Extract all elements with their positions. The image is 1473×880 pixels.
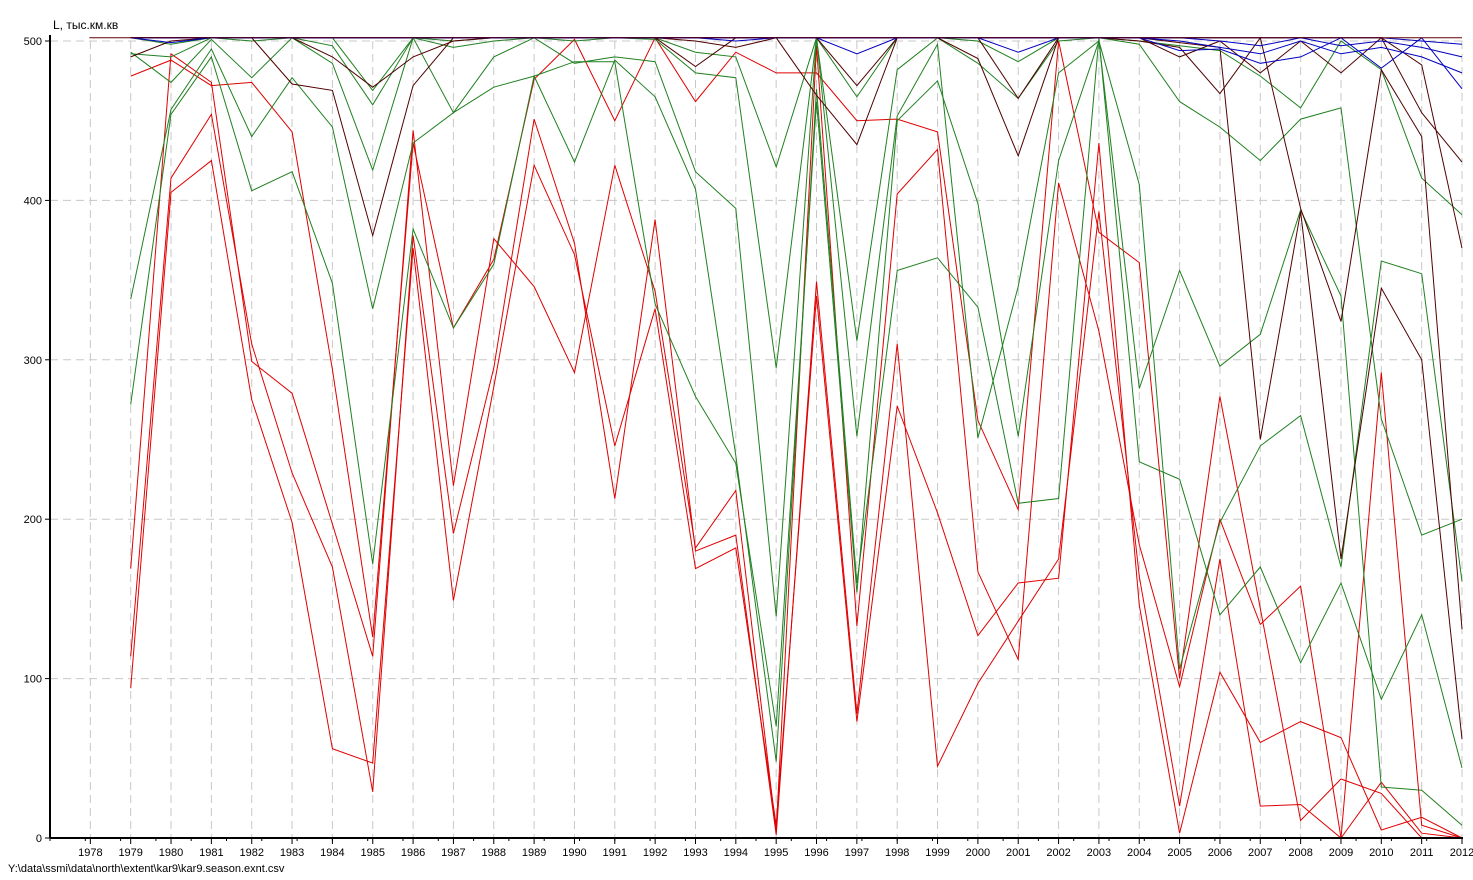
series-line-13 [130,37,1463,249]
x-tick-label: 1981 [199,847,223,859]
series-line-9 [130,36,1463,216]
x-tick-label: 1994 [724,847,748,859]
x-tick-label: 1990 [562,847,586,859]
x-tick-label: 2005 [1167,847,1191,859]
x-tick-label: 1991 [603,847,627,859]
x-tick-label: 2011 [1410,847,1434,859]
x-tick-label: 1996 [804,847,828,859]
x-tick-label: 1992 [643,847,667,859]
y-tick-label: 300 [24,355,42,367]
y-tick-label: 400 [24,195,42,207]
x-tick-label: 2003 [1087,847,1111,859]
x-tick-label: 2004 [1127,847,1151,859]
x-tick-label: 1984 [320,847,344,859]
series-line-15 [130,37,1463,74]
file-path-footer: Y:\data\ssmi\data\north\extent\kar9\kar9… [8,863,285,875]
x-tick-label: 1988 [482,847,506,859]
y-axis-label: L, тыс.км.кв [53,18,119,32]
x-tick-label: 1989 [522,847,546,859]
x-tick-label: 1979 [118,847,142,859]
y-tick-label: 200 [24,514,42,526]
x-tick-label: 1998 [885,847,909,859]
x-tick-label: 1982 [239,847,263,859]
x-tick-label: 1995 [764,847,788,859]
x-tick-label: 1993 [683,847,707,859]
x-tick-label: 1997 [845,847,869,859]
series-line-5 [130,37,1463,769]
x-tick-label: 2002 [1046,847,1070,859]
series-line-2 [130,112,1463,839]
series-line-3 [130,45,1463,840]
x-tick-label: 1980 [159,847,183,859]
series-line-8 [130,37,1463,536]
x-tick-label: 1999 [925,847,949,859]
x-tick-label: 2006 [1208,847,1232,859]
series-line-6 [130,40,1463,826]
x-tick-label: 2012 [1450,847,1473,859]
x-tick-label: 1986 [401,847,425,859]
y-tick-label: 500 [24,36,42,48]
y-tick-label: 0 [36,833,42,845]
series-line-1 [130,142,1463,839]
x-tick-label: 2008 [1288,847,1312,859]
series-line-7 [130,36,1463,670]
x-tick-label: 2009 [1329,847,1353,859]
x-tick-label: 2000 [966,847,990,859]
y-tick-label: 100 [24,674,42,686]
x-tick-label: 2010 [1369,847,1393,859]
x-tick-label: 1983 [280,847,304,859]
x-tick-label: 1987 [441,847,465,859]
x-tick-label: 1978 [78,847,102,859]
series-line-4 [130,36,1462,839]
x-tick-label: 2007 [1248,847,1272,859]
series-line-10 [130,37,1463,740]
x-tick-label: 2001 [1006,847,1030,859]
x-tick-label: 1985 [361,847,385,859]
